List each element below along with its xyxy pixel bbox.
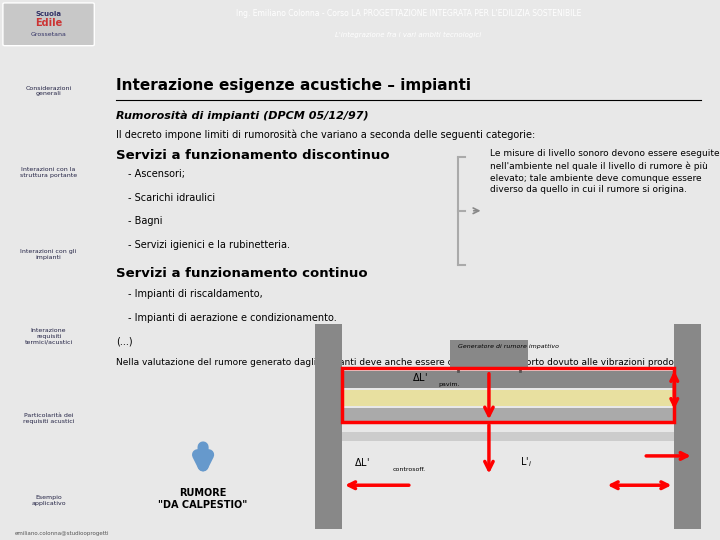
- Text: Il decreto impone limiti di rumorosità che variano a seconda delle seguenti cate: Il decreto impone limiti di rumorosità c…: [116, 130, 535, 140]
- Text: Particolarità dei
requisiti acustici: Particolarità dei requisiti acustici: [23, 413, 74, 424]
- Text: L'$_i$: L'$_i$: [520, 455, 532, 469]
- Text: Ing. Emiliano Colonna - Corso LA PROGETTAZIONE INTEGRATA PER L'EDILIZIA SOSTENIB: Ing. Emiliano Colonna - Corso LA PROGETT…: [236, 9, 581, 18]
- Text: Scuola: Scuola: [35, 11, 62, 17]
- Text: emiliano.colonna@studiooprogetti: emiliano.colonna@studiooprogetti: [14, 531, 109, 536]
- Text: - Bagni: - Bagni: [128, 216, 163, 226]
- Text: Grossetana: Grossetana: [31, 32, 66, 37]
- Text: - Impianti di aerazione e condizionamento.: - Impianti di aerazione e condizionament…: [128, 313, 337, 323]
- Text: Nella valutazione del rumore generato dagli impianti deve anche essere considera: Nella valutazione del rumore generato da…: [116, 358, 690, 367]
- Bar: [342, 390, 675, 406]
- Text: - Servizi igienici e la rubinetteria.: - Servizi igienici e la rubinetteria.: [128, 240, 290, 250]
- Text: - Scarichi idraulici: - Scarichi idraulici: [128, 193, 215, 202]
- Text: pavim.: pavim.: [438, 382, 460, 387]
- Text: RUMORE
"DA CALPESTIO": RUMORE "DA CALPESTIO": [158, 488, 248, 510]
- Text: (...): (...): [116, 336, 132, 346]
- Text: Servizi a funzionamento continuo: Servizi a funzionamento continuo: [116, 267, 367, 280]
- Text: Interazione esigenze acustiche – impianti: Interazione esigenze acustiche – impiant…: [116, 78, 471, 93]
- Text: Esempio
applicativo: Esempio applicativo: [31, 495, 66, 506]
- Text: Servizi a funzionamento discontinuo: Servizi a funzionamento discontinuo: [116, 150, 390, 163]
- Text: - Impianti di riscaldamento,: - Impianti di riscaldamento,: [128, 289, 263, 299]
- Text: Interazioni con la
struttura portante: Interazioni con la struttura portante: [20, 167, 77, 178]
- Bar: [342, 368, 675, 422]
- Text: Rumorosità di impianti (DPCM 05/12/97): Rumorosità di impianti (DPCM 05/12/97): [116, 110, 369, 120]
- Bar: [315, 324, 342, 529]
- Bar: [342, 408, 675, 421]
- Text: Le misure di livello sonoro devono essere eseguite nell'ambiente nel quale il li: Le misure di livello sonoro devono esser…: [490, 150, 719, 194]
- Text: Edile: Edile: [35, 18, 62, 28]
- Text: Interazioni con gli
impianti: Interazioni con gli impianti: [20, 249, 77, 260]
- Text: Considerazioni
generali: Considerazioni generali: [25, 85, 72, 96]
- Text: Generatore di rumore impattivo: Generatore di rumore impattivo: [458, 344, 559, 349]
- Bar: [342, 371, 675, 388]
- Text: $\Delta$L': $\Delta$L': [412, 371, 428, 383]
- Bar: [342, 433, 675, 441]
- FancyBboxPatch shape: [3, 3, 94, 46]
- Text: $\Delta$L': $\Delta$L': [354, 456, 369, 468]
- Bar: [675, 324, 701, 529]
- Text: controsoff.: controsoff.: [392, 467, 426, 471]
- Text: Interazione
requisiti
termici/acustici: Interazione requisiti termici/acustici: [24, 328, 73, 345]
- Bar: [450, 340, 528, 369]
- Text: - Ascensori;: - Ascensori;: [128, 169, 185, 179]
- Text: L'integrazione fra i vari ambiti tecnologici: L'integrazione fra i vari ambiti tecnolo…: [336, 32, 482, 38]
